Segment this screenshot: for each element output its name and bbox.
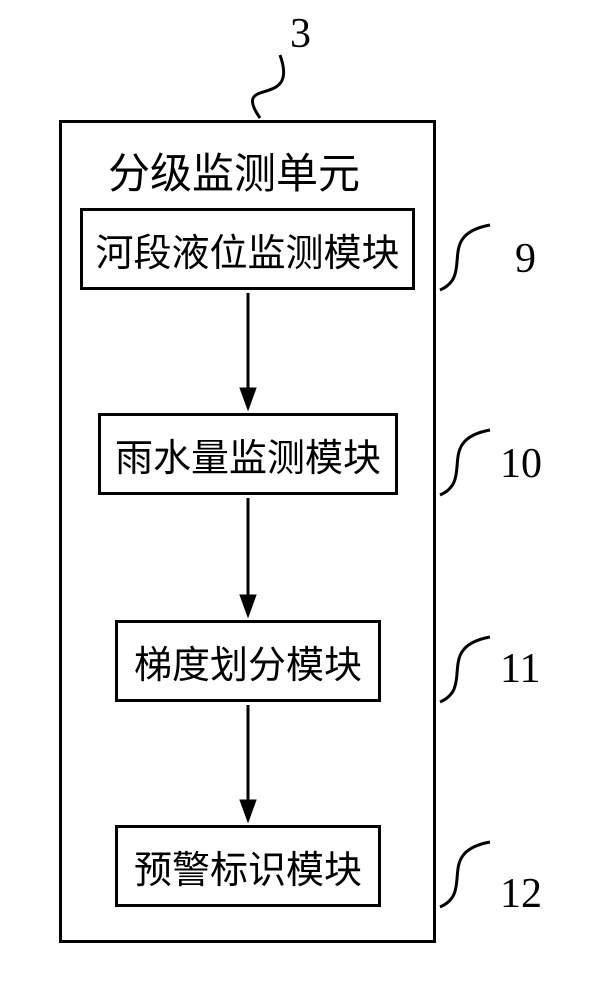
module-label: 雨水量监测模块 bbox=[115, 427, 381, 482]
module-box-2: 梯度划分模块 bbox=[115, 620, 381, 702]
module-label: 河段液位监测模块 bbox=[95, 222, 399, 277]
module-box-1: 雨水量监测模块 bbox=[98, 413, 398, 495]
module-box-0: 河段液位监测模块 bbox=[80, 208, 415, 290]
ref-number-2: 11 bbox=[500, 645, 540, 693]
ref-number-0: 9 bbox=[515, 235, 536, 283]
ref-number-3: 12 bbox=[500, 870, 542, 918]
unit-title: 分级监测单元 bbox=[108, 140, 360, 201]
module-label: 预警标识模块 bbox=[134, 839, 362, 894]
module-box-3: 预警标识模块 bbox=[115, 825, 381, 907]
diagram-canvas: { "canvas": { "width": 607, "height": 10… bbox=[0, 0, 607, 1000]
module-label: 梯度划分模块 bbox=[134, 634, 362, 689]
ref-number-1: 10 bbox=[500, 440, 542, 488]
ref-number-outer: 3 bbox=[290, 10, 311, 58]
